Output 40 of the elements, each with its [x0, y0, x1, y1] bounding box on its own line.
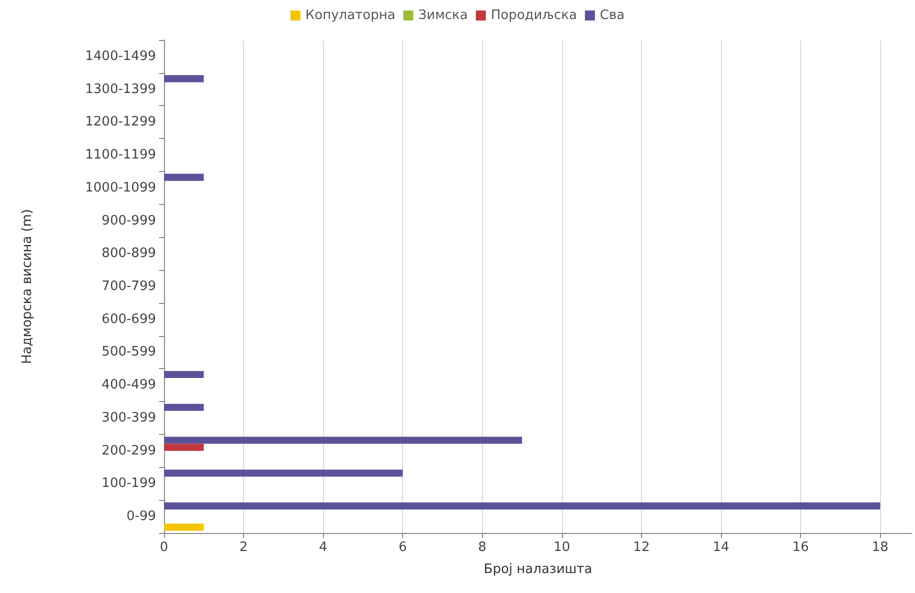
bar	[164, 470, 403, 477]
y-tick-label: 500-599	[102, 344, 156, 360]
bar	[164, 502, 880, 510]
x-tick-label: 6	[398, 540, 407, 555]
bar	[164, 436, 522, 444]
bar	[164, 174, 204, 181]
x-tick-label: 4	[319, 540, 328, 555]
bar	[164, 404, 204, 411]
legend-label: Сва	[600, 8, 625, 23]
y-tick-label: 1200-1299	[85, 114, 156, 130]
x-tick-label: 8	[478, 540, 486, 555]
y-tick-label: 300-399	[102, 410, 156, 426]
x-tick-label: 10	[554, 540, 570, 555]
y-tick-label: 1000-1099	[85, 180, 156, 196]
legend-label: Копулаторна	[305, 8, 396, 23]
bar	[164, 444, 204, 451]
legend-label: Породиљска	[490, 8, 577, 23]
y-axis-title: Надморска висина (m)	[20, 209, 35, 364]
x-axis-title: Број налазишта	[484, 562, 592, 577]
y-tick-label: 800-899	[102, 246, 156, 262]
x-tick-label: 0	[160, 540, 168, 555]
y-tick-label: 100-199	[102, 476, 156, 492]
x-tick-label: 18	[872, 540, 888, 555]
y-tick-label: 900-999	[102, 213, 156, 228]
bar	[164, 370, 204, 378]
y-tick-label: 1100-1199	[85, 148, 156, 163]
y-tick-label: 600-699	[102, 312, 156, 327]
x-tick-label: 14	[712, 540, 730, 555]
bar	[164, 75, 204, 82]
y-tick-label: 1400-1499	[85, 48, 156, 64]
x-tick-label: 12	[633, 540, 650, 555]
y-tick-label: 700-799	[102, 279, 156, 294]
bar	[164, 524, 204, 531]
y-tick-label: 0-99	[126, 509, 156, 524]
y-tick-label: 400-499	[102, 378, 156, 393]
legend-label: Зимска	[418, 8, 468, 23]
y-tick-label: 200-299	[102, 443, 156, 458]
x-tick-label: 2	[239, 540, 248, 555]
x-tick-label: 16	[792, 540, 809, 555]
y-tick-label: 1300-1399	[85, 82, 156, 97]
